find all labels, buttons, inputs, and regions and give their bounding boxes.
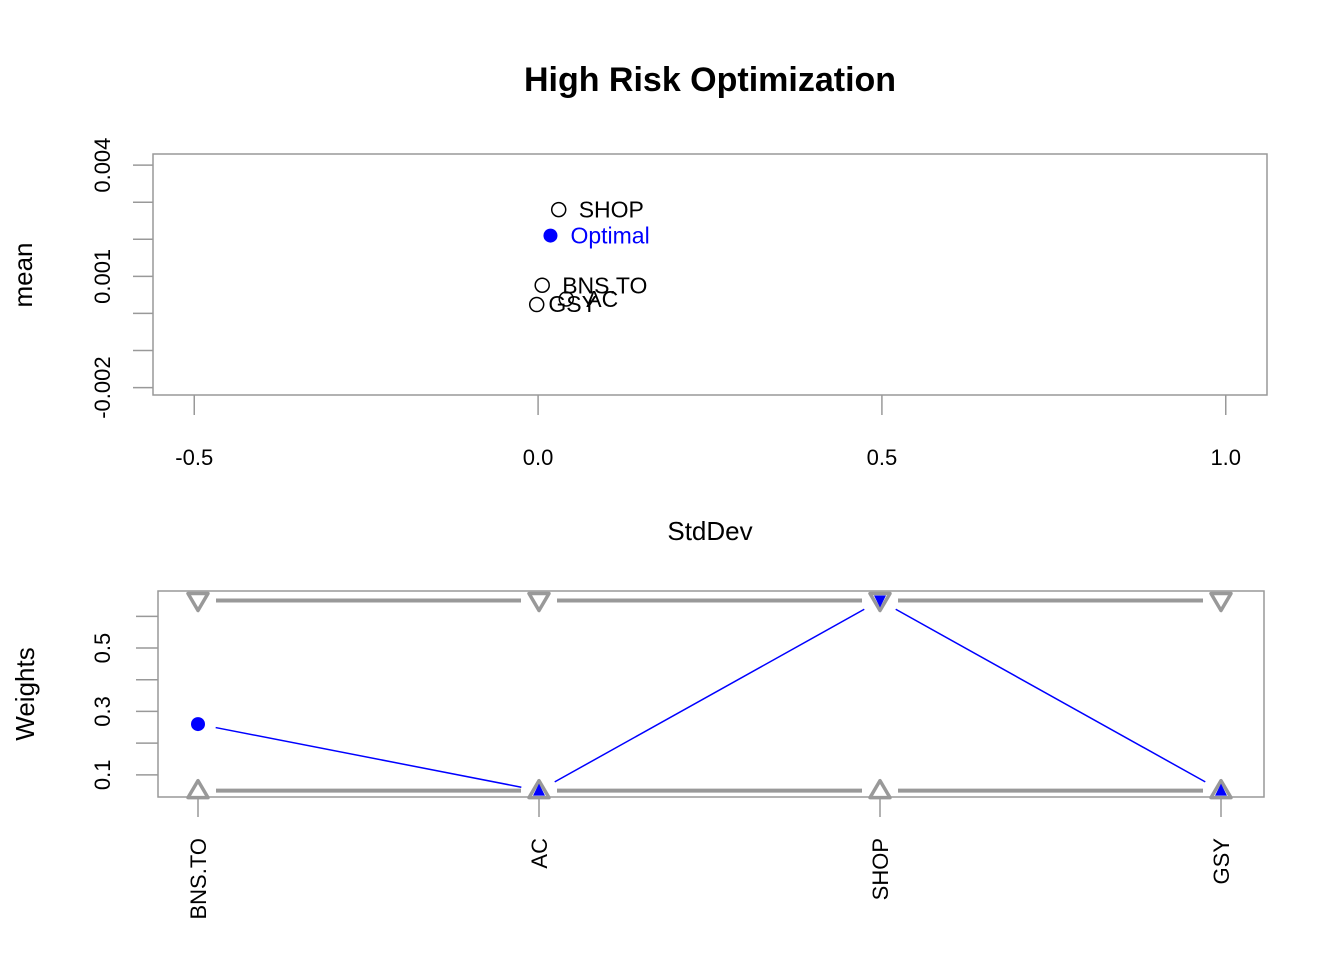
optimal-point xyxy=(543,228,558,243)
upper-bound-marker xyxy=(868,591,892,613)
weight-line-segment xyxy=(895,608,1206,783)
weight-line-segment xyxy=(554,608,865,783)
weight-point xyxy=(191,717,205,732)
scatter-x-axis: -0.5 0.0 0.5 1.0 xyxy=(175,395,1241,470)
weights-x-tick-label: BNS.TO xyxy=(186,838,211,920)
weights-y-tick-label: 0.1 xyxy=(90,760,115,791)
weight-line-segment xyxy=(215,726,522,788)
weights-panel: 0.1 0.3 0.5 BNS.TO AC SHOP GSY Weights xyxy=(10,590,1265,920)
weights-y-axis-label: Weights xyxy=(10,647,40,740)
lower-bound-marker xyxy=(868,778,892,800)
scatter-plot-frame xyxy=(152,153,1268,396)
scatter-x-tick-label: 1.0 xyxy=(1210,445,1241,470)
optimal-weights-series xyxy=(191,595,1227,796)
scatter-y-axis: -0.002 0.001 0.004 xyxy=(90,138,153,419)
lower-bound-marker xyxy=(1209,778,1233,800)
asset-point-label: BNS.TO xyxy=(562,272,647,298)
weights-y-axis: 0.1 0.3 0.5 xyxy=(90,615,158,791)
weight-bounds xyxy=(186,591,1233,800)
weights-x-axis: BNS.TO AC SHOP GSY xyxy=(186,797,1234,920)
lower-bound-marker xyxy=(527,778,551,800)
chart-title: High Risk Optimization xyxy=(524,61,896,99)
upper-bound-marker xyxy=(1209,591,1233,613)
optimal-point-label: Optimal xyxy=(570,223,649,249)
weights-y-tick-label: 0.3 xyxy=(90,696,115,727)
scatter-y-tick-label: 0.001 xyxy=(90,249,115,304)
upper-bound-marker xyxy=(527,591,551,613)
weight-point xyxy=(533,783,545,796)
asset-point xyxy=(528,296,545,313)
upper-bound-marker xyxy=(186,591,210,613)
scatter-x-tick-label: -0.5 xyxy=(175,445,213,470)
weights-plot-frame xyxy=(157,590,1265,798)
weights-x-tick-label: SHOP xyxy=(868,838,893,900)
weights-x-tick-label: AC xyxy=(527,838,552,869)
scatter-x-tick-label: 0.5 xyxy=(867,445,898,470)
asset-point-label: SHOP xyxy=(579,197,644,223)
asset-point xyxy=(550,201,567,218)
scatter-x-axis-label: StdDev xyxy=(667,516,752,546)
lower-bound-marker xyxy=(186,778,210,800)
scatter-y-tick-label: -0.002 xyxy=(90,356,115,418)
asset-point xyxy=(558,291,575,307)
weights-y-tick-label: 0.5 xyxy=(90,633,115,664)
scatter-y-axis-label: mean xyxy=(8,242,38,307)
asset-point-label: GSY xyxy=(548,291,597,317)
risk-return-scatter-panel: -0.5 0.0 0.5 1.0 -0.002 0.001 0.004 StdDev me… xyxy=(8,138,1268,546)
asset-point-label: AC xyxy=(586,286,618,312)
asset-point xyxy=(534,277,550,294)
weights-x-tick-label: GSY xyxy=(1209,838,1234,885)
scatter-y-tick-label: 0.004 xyxy=(90,138,115,193)
weight-point xyxy=(1215,783,1227,796)
weight-point xyxy=(874,595,886,608)
scatter-x-tick-label: 0.0 xyxy=(523,445,554,470)
